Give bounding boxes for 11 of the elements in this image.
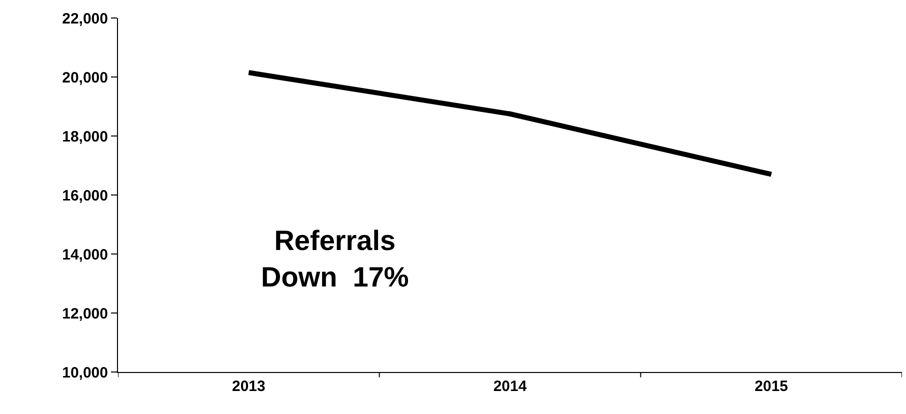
y-tick-label: 20,000 xyxy=(62,69,108,86)
x-tick-label: 2013 xyxy=(232,378,266,395)
x-tick-label: 2015 xyxy=(754,378,788,395)
annotation: Referrals Down 17% xyxy=(261,225,409,292)
y-tick-label: 16,000 xyxy=(62,187,108,204)
y-tick-label: 12,000 xyxy=(62,305,108,322)
y-tick-label: 14,000 xyxy=(62,246,108,264)
y-tick-label: 10,000 xyxy=(62,364,108,382)
y-tick-label: 18,000 xyxy=(62,128,108,146)
y-tick-label: 22,000 xyxy=(62,10,108,28)
x-tick-label: 2014 xyxy=(493,378,528,395)
